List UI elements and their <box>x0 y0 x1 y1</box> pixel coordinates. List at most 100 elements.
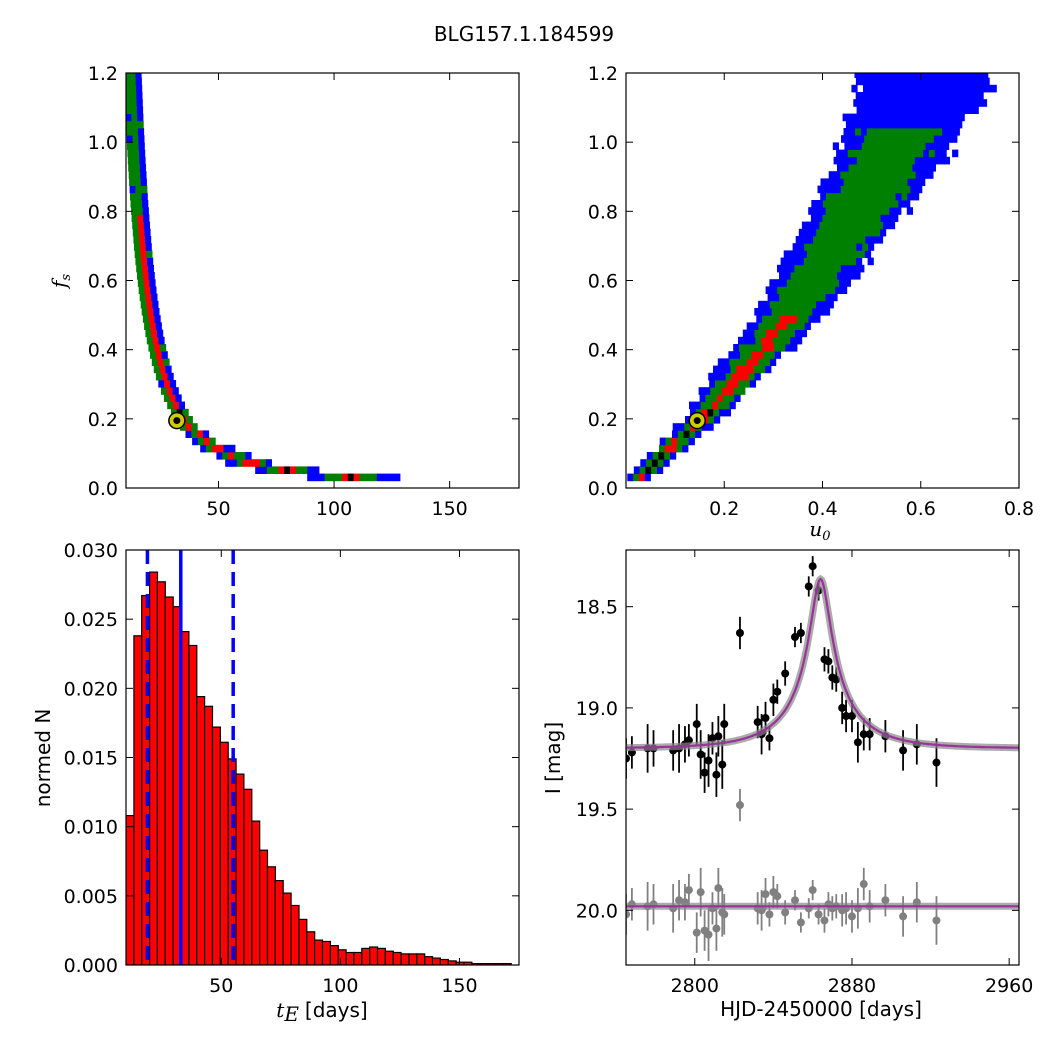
u0-fs-bin <box>744 380 751 388</box>
u0-fs-bin <box>947 113 954 122</box>
u0-fs-ytick-label: 0.6 <box>588 271 618 293</box>
tE-fs-bin <box>272 466 279 474</box>
u0-fs-bin <box>743 336 750 345</box>
tE-fs-bin <box>130 84 137 93</box>
tE-fs-bin <box>191 430 198 438</box>
tE-fs-bin <box>295 466 302 474</box>
u0-fs-bin <box>837 207 844 215</box>
u0-fs-bin <box>807 221 814 230</box>
u0-fs-bin <box>948 77 955 86</box>
tE-fs-bin <box>342 473 349 482</box>
u0-fs-bin <box>779 272 786 280</box>
u0-fs-bin <box>807 236 814 244</box>
tE-fs-bin <box>284 466 291 474</box>
tE-fs-bin <box>167 372 174 381</box>
u0-fs-bin <box>980 99 988 107</box>
u0-fs-bin <box>975 99 982 107</box>
u0-fs-bin <box>738 336 745 345</box>
u0-fs-bin <box>912 164 919 172</box>
u0-fs-bin <box>897 84 904 93</box>
u0-fs-bin <box>863 120 870 129</box>
u0-fs-bin <box>818 236 826 244</box>
u0-fs-bin <box>729 401 736 410</box>
histogram-bar <box>431 957 442 965</box>
u0-fs-bin <box>865 236 872 244</box>
u0-fs-ytick-label: 0.4 <box>588 340 618 362</box>
tE-fs-bin <box>136 200 143 208</box>
u0-fs-bin <box>788 286 795 294</box>
light-curve-ylabel: I [mag] <box>541 722 565 794</box>
u0-fs-bin <box>765 286 772 294</box>
u0-fs-bin <box>904 135 911 143</box>
u0-fs-bin <box>781 322 788 330</box>
u0-fs-bin <box>841 135 848 143</box>
u0-fs-bin <box>893 99 901 107</box>
u0-fs-bin <box>883 73 890 78</box>
u0-fs-bin <box>918 73 925 78</box>
u0-fs-bin <box>956 120 963 129</box>
u0-fs-bin <box>782 264 789 273</box>
u0-fs-bin <box>819 221 826 230</box>
u0-fs-bin <box>804 300 811 309</box>
u0-fs-bin <box>775 300 782 309</box>
u0-fs-bin <box>873 77 880 86</box>
u0-fs-bin <box>638 473 646 482</box>
u0-fs-bin <box>874 106 881 114</box>
u0-fs-bin <box>816 228 823 237</box>
u0-fs-bin <box>853 236 860 244</box>
tE-fs-bin <box>179 423 187 431</box>
tE-fs-bin <box>278 466 285 474</box>
light-curve-marks <box>626 556 1019 961</box>
tE-fs-bin <box>260 459 267 467</box>
photometry-point <box>838 703 847 712</box>
tE-fs-bin <box>209 437 216 446</box>
u0-fs-bin <box>682 437 690 446</box>
u0-fs-bin <box>909 171 917 179</box>
u0-fs-bin <box>892 200 899 208</box>
u0-fs-bin <box>831 272 838 280</box>
u0-fs-bin <box>802 315 809 323</box>
u0-fs-bin <box>915 171 922 179</box>
tE-fs-bin <box>197 430 204 438</box>
u0-fs-bin <box>794 308 802 316</box>
tE-fs-bin <box>359 473 366 482</box>
u0-fs-bin <box>796 293 803 302</box>
u0-fs-bin <box>877 73 884 78</box>
u0-fs-bin <box>887 185 894 194</box>
u0-fs-bin <box>885 106 892 114</box>
u0-fs-bin <box>927 171 934 179</box>
tE-fs-bin <box>130 92 137 100</box>
histogram-bar <box>196 695 206 965</box>
residual-point <box>735 801 744 810</box>
tE-fs-bin <box>138 142 145 150</box>
residual-point <box>808 886 817 895</box>
u0-fs-bin <box>892 120 899 129</box>
u0-fs-bin <box>699 394 706 402</box>
u0-fs-bin <box>859 250 866 258</box>
u0-fs-bin <box>937 142 944 150</box>
u0-fs-bin <box>823 185 830 194</box>
u0-fs-bin <box>651 466 658 474</box>
u0-fs-bin <box>732 380 739 388</box>
tE-fs-bin <box>158 336 165 345</box>
tE-fs-bin <box>137 113 144 122</box>
tE-fs-bin <box>167 401 174 410</box>
u0-fs-bin <box>741 358 748 366</box>
u0-fs-bin <box>868 228 875 237</box>
u0-fs-bin <box>694 401 701 410</box>
u0-fs-bin <box>911 99 918 107</box>
u0-fs-bin <box>916 135 923 143</box>
tE-fs-bin <box>134 171 141 179</box>
tE-fs-bin <box>126 106 132 114</box>
tE-fs-bin <box>127 149 134 158</box>
u0-fs-bin <box>907 192 914 201</box>
u0-fs-bin <box>875 135 882 143</box>
tE-fs-bin <box>228 452 235 460</box>
u0-fs-bin <box>823 286 830 294</box>
tE-fs-bin <box>146 336 153 345</box>
u0-fs-bin <box>916 185 923 194</box>
u0-fs-bin <box>717 358 724 366</box>
histogram-bar <box>329 944 339 965</box>
u0-fs-bin <box>800 308 807 316</box>
u0-fs-bin <box>898 200 905 208</box>
